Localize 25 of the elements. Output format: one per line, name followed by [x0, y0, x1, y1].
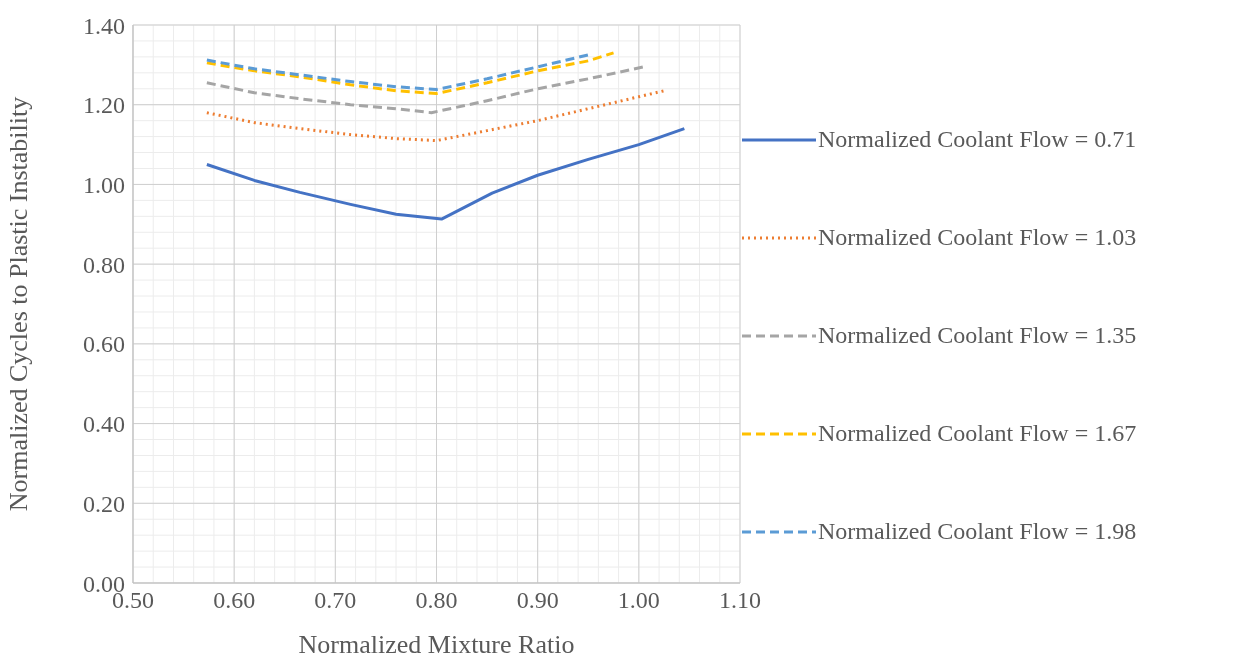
x-axis-title: Normalized Mixture Ratio [298, 630, 575, 659]
y-axis-title: Normalized Cycles to Plastic Instability [4, 96, 34, 512]
x-tick-label: 0.80 [415, 587, 458, 614]
legend-label: Normalized Coolant Flow = 1.67 [818, 420, 1137, 447]
legend-label: Normalized Coolant Flow = 1.98 [818, 518, 1137, 545]
x-tick-label: 0.90 [516, 587, 559, 614]
y-tick-label: 0.20 [83, 490, 125, 517]
line-series [205, 127, 686, 221]
line-series [205, 89, 666, 143]
y-tick-label: 1.40 [83, 12, 125, 39]
line-series [205, 51, 616, 96]
y-tick-label: 0.80 [83, 251, 125, 278]
y-tick-label: 1.00 [83, 171, 125, 198]
line-series [205, 65, 646, 115]
legend-label: Normalized Coolant Flow = 1.35 [818, 322, 1137, 349]
y-tick-label: 0.60 [83, 331, 125, 358]
x-tick-label: 1.00 [617, 587, 660, 614]
line-series [205, 53, 590, 92]
x-tick-label: 0.70 [314, 587, 357, 614]
y-tick-label: 1.20 [83, 92, 125, 119]
legend-label: Normalized Coolant Flow = 1.03 [818, 224, 1137, 251]
legend-label: Normalized Coolant Flow = 0.71 [818, 126, 1137, 153]
x-tick-label: 0.60 [213, 587, 256, 614]
x-tick-label: 1.10 [719, 587, 761, 614]
y-tick-label: 0.40 [83, 411, 125, 438]
